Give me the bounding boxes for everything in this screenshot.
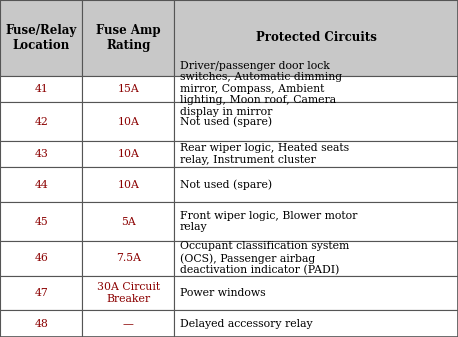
Text: 10A: 10A bbox=[117, 117, 139, 126]
Bar bbox=[174, 241, 458, 276]
Bar bbox=[82, 202, 174, 241]
Text: Fuse Amp
Rating: Fuse Amp Rating bbox=[96, 24, 161, 52]
Bar bbox=[174, 0, 458, 75]
Text: 43: 43 bbox=[34, 149, 48, 159]
Bar bbox=[174, 276, 458, 310]
Text: 44: 44 bbox=[34, 180, 48, 190]
Text: —: — bbox=[123, 319, 134, 329]
Bar bbox=[82, 167, 174, 202]
Bar bbox=[0, 102, 82, 141]
Text: Not used (spare): Not used (spare) bbox=[180, 180, 272, 190]
Text: Occupant classification system
(OCS), Passenger airbag
deactivation indicator (P: Occupant classification system (OCS), Pa… bbox=[180, 241, 349, 275]
Text: Fuse/Relay
Location: Fuse/Relay Location bbox=[5, 24, 77, 52]
Bar bbox=[0, 276, 82, 310]
Text: 47: 47 bbox=[34, 288, 48, 298]
Text: Front wiper logic, Blower motor
relay: Front wiper logic, Blower motor relay bbox=[180, 211, 357, 233]
Bar bbox=[82, 0, 174, 75]
Bar bbox=[0, 141, 82, 167]
Bar bbox=[82, 241, 174, 276]
Text: 10A: 10A bbox=[117, 149, 139, 159]
Text: 48: 48 bbox=[34, 319, 48, 329]
Bar bbox=[174, 141, 458, 167]
Text: Driver/passenger door lock
switches, Automatic dimming
mirror, Compass, Ambient
: Driver/passenger door lock switches, Aut… bbox=[180, 61, 342, 117]
Text: Delayed accessory relay: Delayed accessory relay bbox=[180, 319, 312, 329]
Text: 30A Circuit
Breaker: 30A Circuit Breaker bbox=[97, 282, 160, 304]
Bar bbox=[0, 241, 82, 276]
Bar bbox=[0, 202, 82, 241]
Bar bbox=[174, 202, 458, 241]
Bar bbox=[82, 75, 174, 102]
Bar bbox=[82, 276, 174, 310]
Text: 10A: 10A bbox=[117, 180, 139, 190]
Bar bbox=[174, 310, 458, 337]
Text: Protected Circuits: Protected Circuits bbox=[256, 31, 376, 44]
Text: 42: 42 bbox=[34, 117, 48, 126]
Text: Power windows: Power windows bbox=[180, 288, 265, 298]
Text: 45: 45 bbox=[34, 217, 48, 226]
Bar bbox=[0, 310, 82, 337]
Bar bbox=[0, 75, 82, 102]
Text: 5A: 5A bbox=[121, 217, 136, 226]
Bar bbox=[82, 102, 174, 141]
Bar bbox=[82, 310, 174, 337]
Text: 41: 41 bbox=[34, 84, 48, 94]
Bar bbox=[0, 0, 82, 75]
Bar bbox=[0, 167, 82, 202]
Text: 46: 46 bbox=[34, 253, 48, 264]
Text: Not used (spare): Not used (spare) bbox=[180, 116, 272, 127]
Bar bbox=[174, 102, 458, 141]
Bar bbox=[174, 75, 458, 102]
Text: 15A: 15A bbox=[117, 84, 139, 94]
Text: Rear wiper logic, Heated seats
relay, Instrument cluster: Rear wiper logic, Heated seats relay, In… bbox=[180, 144, 349, 165]
Bar bbox=[82, 141, 174, 167]
Text: 7.5A: 7.5A bbox=[116, 253, 141, 264]
Bar bbox=[174, 167, 458, 202]
